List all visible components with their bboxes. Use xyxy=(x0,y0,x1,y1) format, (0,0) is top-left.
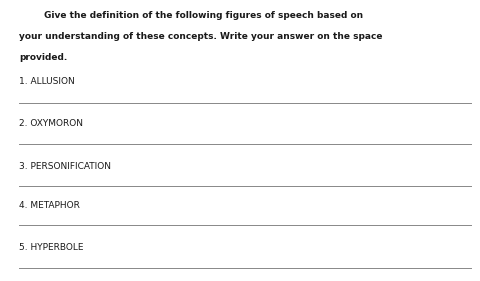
Text: 3. PERSONIFICATION: 3. PERSONIFICATION xyxy=(19,162,111,171)
Text: 2. OXYMORON: 2. OXYMORON xyxy=(19,119,83,128)
Text: 5. HYPERBOLE: 5. HYPERBOLE xyxy=(19,243,84,252)
Text: Give the definition of the following figures of speech based on: Give the definition of the following fig… xyxy=(19,11,362,20)
Text: your understanding of these concepts. Write your answer on the space: your understanding of these concepts. Wr… xyxy=(19,32,382,41)
Text: provided.: provided. xyxy=(19,53,67,62)
Text: 1. ALLUSION: 1. ALLUSION xyxy=(19,77,75,86)
Text: 4. METAPHOR: 4. METAPHOR xyxy=(19,201,80,210)
